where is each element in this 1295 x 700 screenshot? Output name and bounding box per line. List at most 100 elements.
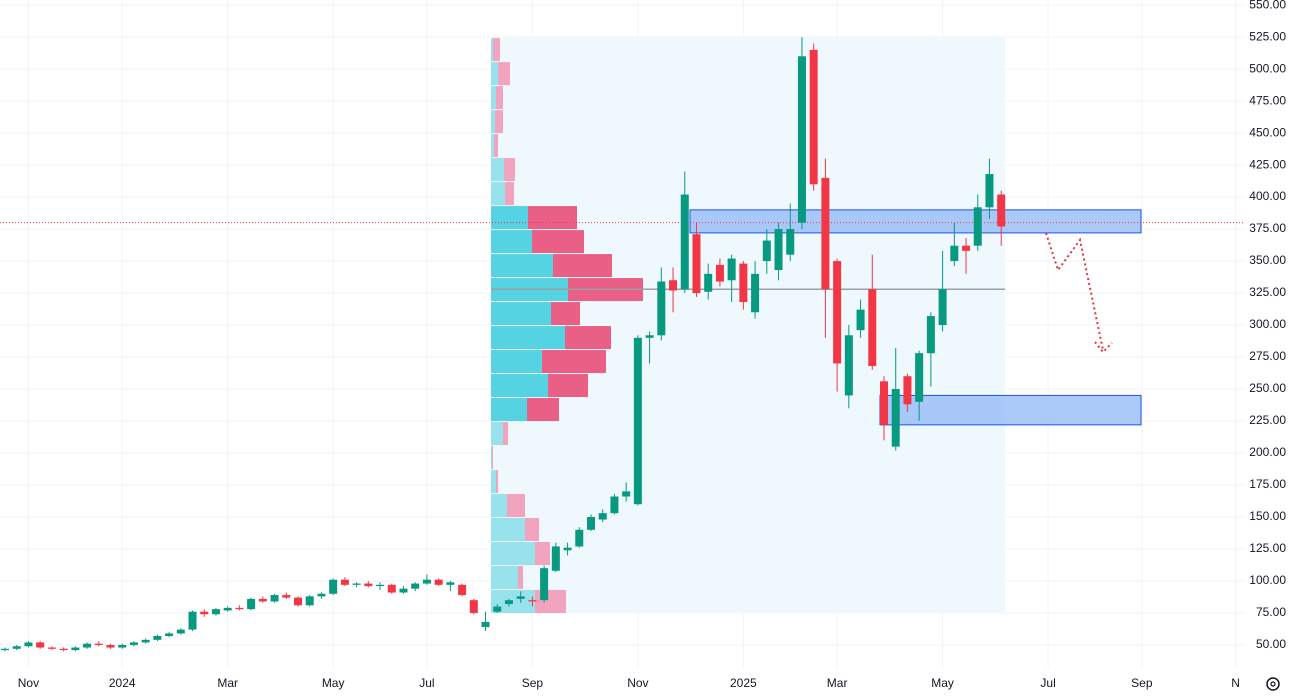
- profile-up-bar: [491, 182, 505, 206]
- candle-body: [797, 56, 806, 223]
- candle-body: [786, 229, 795, 255]
- profile-up-bar: [491, 494, 507, 517]
- y-tick-label: 325.00: [1249, 285, 1286, 299]
- candle-body: [880, 381, 888, 425]
- settings-hub[interactable]: [1270, 681, 1276, 687]
- candle-body: [165, 633, 174, 637]
- profile-up-bar: [491, 206, 528, 230]
- profile-down-bar: [494, 134, 498, 158]
- profile-up-bar: [491, 158, 504, 182]
- candle-body: [481, 621, 490, 628]
- candle-body: [962, 245, 971, 251]
- profile-down-bar: [504, 158, 515, 182]
- y-tick-label: 450.00: [1249, 125, 1286, 139]
- candle-body: [645, 335, 654, 338]
- x-tick-label: Nov: [18, 676, 39, 690]
- candle-body: [305, 596, 314, 606]
- profile-down-bar: [525, 517, 539, 541]
- candle-body: [94, 643, 103, 645]
- candle-body: [610, 496, 619, 514]
- candle-body: [223, 607, 232, 611]
- candle-body: [188, 611, 197, 630]
- profile-down-bar: [528, 206, 577, 230]
- candle-body: [751, 273, 760, 313]
- x-tick-label: Mar: [827, 676, 848, 690]
- candle-body: [598, 513, 607, 520]
- candle-body: [762, 240, 771, 262]
- candle-body: [633, 337, 642, 505]
- candle-body: [891, 389, 900, 447]
- candle-body: [317, 593, 326, 597]
- candle-body: [973, 207, 982, 246]
- projection-arrow: [1045, 232, 1104, 351]
- candle-body: [692, 234, 701, 294]
- y-tick-label: 400.00: [1249, 189, 1286, 203]
- candle-body: [176, 629, 185, 634]
- candle-body: [657, 281, 666, 336]
- candle-body: [680, 194, 689, 290]
- candle-body: [434, 579, 443, 585]
- profile-down-bar: [548, 374, 588, 398]
- profile-up-bar: [491, 565, 518, 589]
- y-tick-label: 475.00: [1249, 93, 1286, 107]
- candle-body: [141, 639, 150, 643]
- candle-body: [528, 600, 537, 602]
- candle-body: [704, 273, 713, 292]
- profile-down-bar: [565, 326, 611, 350]
- x-tick-label: N: [1231, 676, 1240, 690]
- profile-down-bar: [518, 565, 523, 589]
- candle-body: [376, 584, 385, 587]
- settings-gear[interactable]: [1266, 677, 1280, 691]
- y-tick-label: 150.00: [1249, 509, 1286, 523]
- candle-body: [903, 376, 912, 405]
- x-tick-label: Jul: [1040, 676, 1055, 690]
- profile-up-bar: [491, 110, 495, 134]
- candle-body: [458, 584, 467, 596]
- profile-down-bar: [493, 38, 500, 62]
- profile-up-bar: [491, 589, 535, 613]
- profile-up-bar: [491, 86, 496, 110]
- candle-body: [821, 177, 830, 290]
- candle-body: [352, 583, 361, 585]
- candle-body: [669, 280, 678, 291]
- candle-body: [71, 647, 80, 651]
- candle-body: [12, 646, 21, 649]
- profile-down-bar: [507, 494, 525, 517]
- y-tick-label: 275.00: [1249, 349, 1286, 363]
- candle-body: [727, 258, 736, 281]
- y-tick-label: 175.00: [1249, 477, 1286, 491]
- candle-body: [950, 245, 959, 262]
- profile-down-bar: [527, 398, 559, 422]
- candle-body: [504, 600, 513, 605]
- candle-body: [211, 609, 220, 615]
- profile-down-bar: [495, 110, 503, 134]
- candle-body: [200, 611, 209, 615]
- profile-down-bar: [503, 422, 508, 446]
- profile-up-bar: [491, 254, 553, 278]
- profile-down-bar: [505, 182, 514, 206]
- candle-body: [587, 516, 595, 530]
- profile-up-bar: [491, 38, 493, 62]
- candle-body: [774, 229, 783, 271]
- profile-down-bar: [551, 302, 580, 326]
- candle-body: [282, 595, 291, 598]
- profile-up-bar: [491, 230, 532, 254]
- candle-body: [24, 642, 33, 647]
- candle-body: [329, 579, 338, 594]
- candle-body: [294, 597, 302, 606]
- y-tick-label: 375.00: [1249, 221, 1286, 235]
- profile-up-bar: [491, 302, 551, 326]
- y-tick-label: 300.00: [1249, 317, 1286, 331]
- candle-body: [118, 644, 127, 648]
- candle-body: [153, 636, 162, 640]
- y-tick-label: 500.00: [1249, 61, 1286, 75]
- profile-down-bar: [535, 541, 550, 565]
- candle-body: [83, 643, 92, 648]
- profile-down-bar: [532, 230, 584, 254]
- candle-body: [985, 174, 994, 208]
- candle-body: [129, 642, 138, 645]
- x-tick-label: 2025: [730, 676, 757, 690]
- settings-icon[interactable]: [1266, 677, 1280, 691]
- y-tick-label: 525.00: [1249, 29, 1286, 43]
- y-tick-label: 250.00: [1249, 381, 1286, 395]
